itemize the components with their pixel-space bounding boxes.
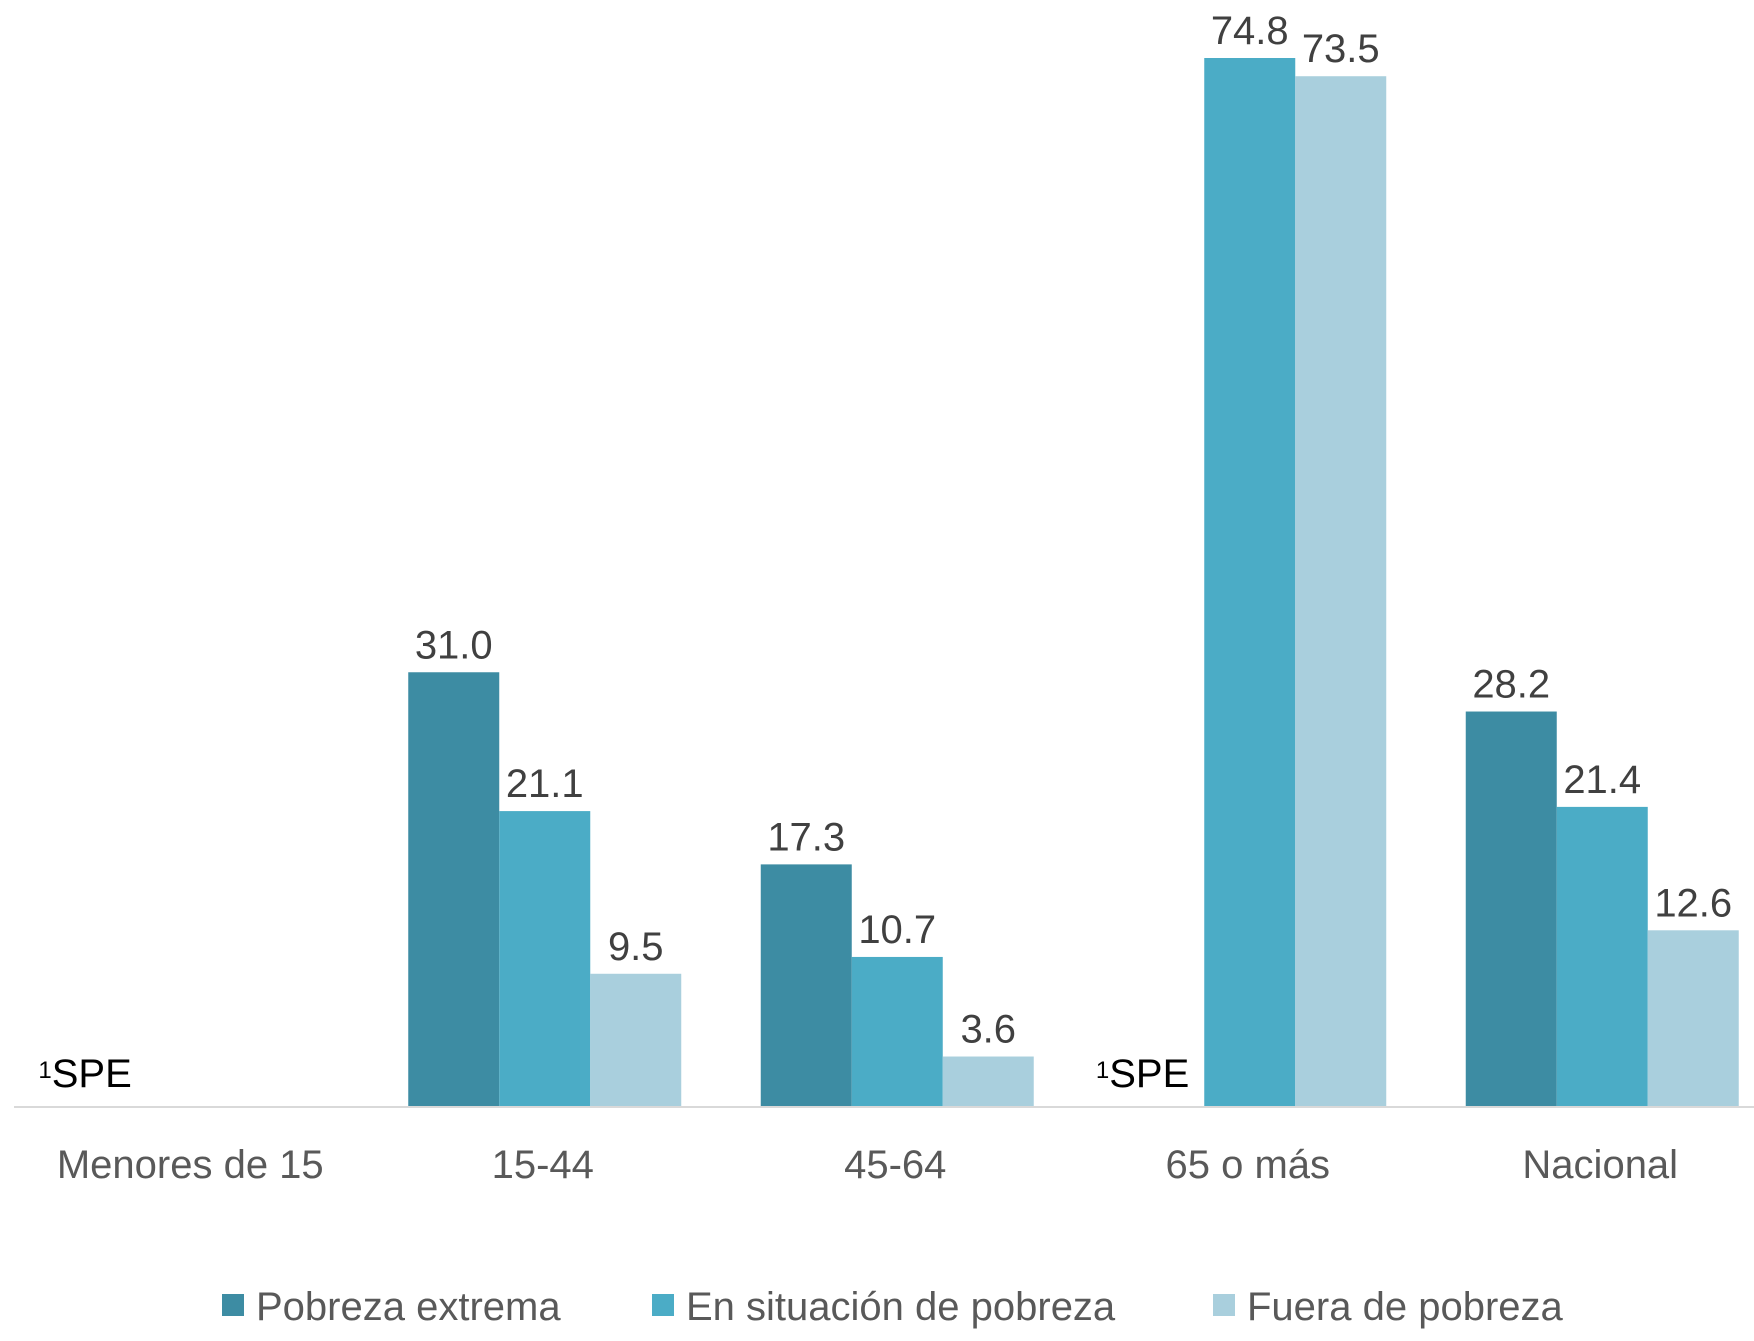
value-label-2-1: 10.7	[858, 908, 936, 952]
category-label-4: Nacional	[1522, 1143, 1678, 1187]
notes-layer: 1 SPE 1 SPE	[38, 1052, 1189, 1096]
note-marker-0: 1	[38, 1057, 51, 1084]
legend: Pobreza extrema En situación de pobreza Fu…	[222, 1285, 1564, 1329]
legend-label-1: En situación de pobreza	[686, 1285, 1116, 1329]
bar-1-2	[590, 973, 682, 1107]
category-label-1: 15-44	[492, 1143, 594, 1187]
value-labels-layer: 31.0 21.1 9.5 17.3 10.7 3.6 74.8 73.5 28.2 21.4 12…	[415, 9, 1732, 1052]
value-label-1-0: 31.0	[415, 623, 493, 667]
value-label-4-0: 28.2	[1472, 663, 1550, 707]
bar-3-2	[1295, 76, 1387, 1107]
value-label-3-2: 73.5	[1302, 27, 1380, 71]
bar-1-0	[408, 672, 500, 1107]
legend-swatch-2	[1213, 1294, 1235, 1316]
value-label-4-1: 21.4	[1563, 758, 1641, 802]
bar-1-1	[499, 811, 591, 1107]
legend-label-2: Fuera de pobreza	[1247, 1285, 1564, 1329]
legend-label-0: Pobreza extrema	[256, 1285, 561, 1329]
bar-2-1	[851, 956, 943, 1107]
value-label-2-2: 3.6	[960, 1008, 1016, 1052]
legend-swatch-0	[222, 1294, 244, 1316]
bars-layer	[408, 58, 1739, 1107]
category-label-2: 45-64	[844, 1143, 946, 1187]
value-label-2-0: 17.3	[767, 815, 845, 859]
bar-2-0	[760, 864, 852, 1107]
value-label-3-1: 74.8	[1211, 9, 1289, 53]
value-label-1-1: 21.1	[506, 762, 584, 806]
bar-4-0	[1465, 711, 1557, 1107]
bar-4-1	[1556, 806, 1648, 1107]
note-text-0: SPE	[52, 1052, 132, 1096]
value-label-4-2: 12.6	[1654, 881, 1732, 925]
bar-4-2	[1647, 930, 1739, 1107]
bar-2-2	[942, 1056, 1034, 1107]
bar-3-1	[1204, 58, 1296, 1107]
category-labels-layer: Menores de 15 15-44 45-64 65 o más Nacional	[57, 1143, 1678, 1187]
note-marker-1: 1	[1096, 1057, 1109, 1084]
note-text-1: SPE	[1109, 1052, 1189, 1096]
category-label-3: 65 o más	[1165, 1143, 1330, 1187]
legend-swatch-1	[652, 1294, 674, 1316]
value-label-1-2: 9.5	[608, 925, 664, 969]
category-label-0: Menores de 15	[57, 1143, 324, 1187]
